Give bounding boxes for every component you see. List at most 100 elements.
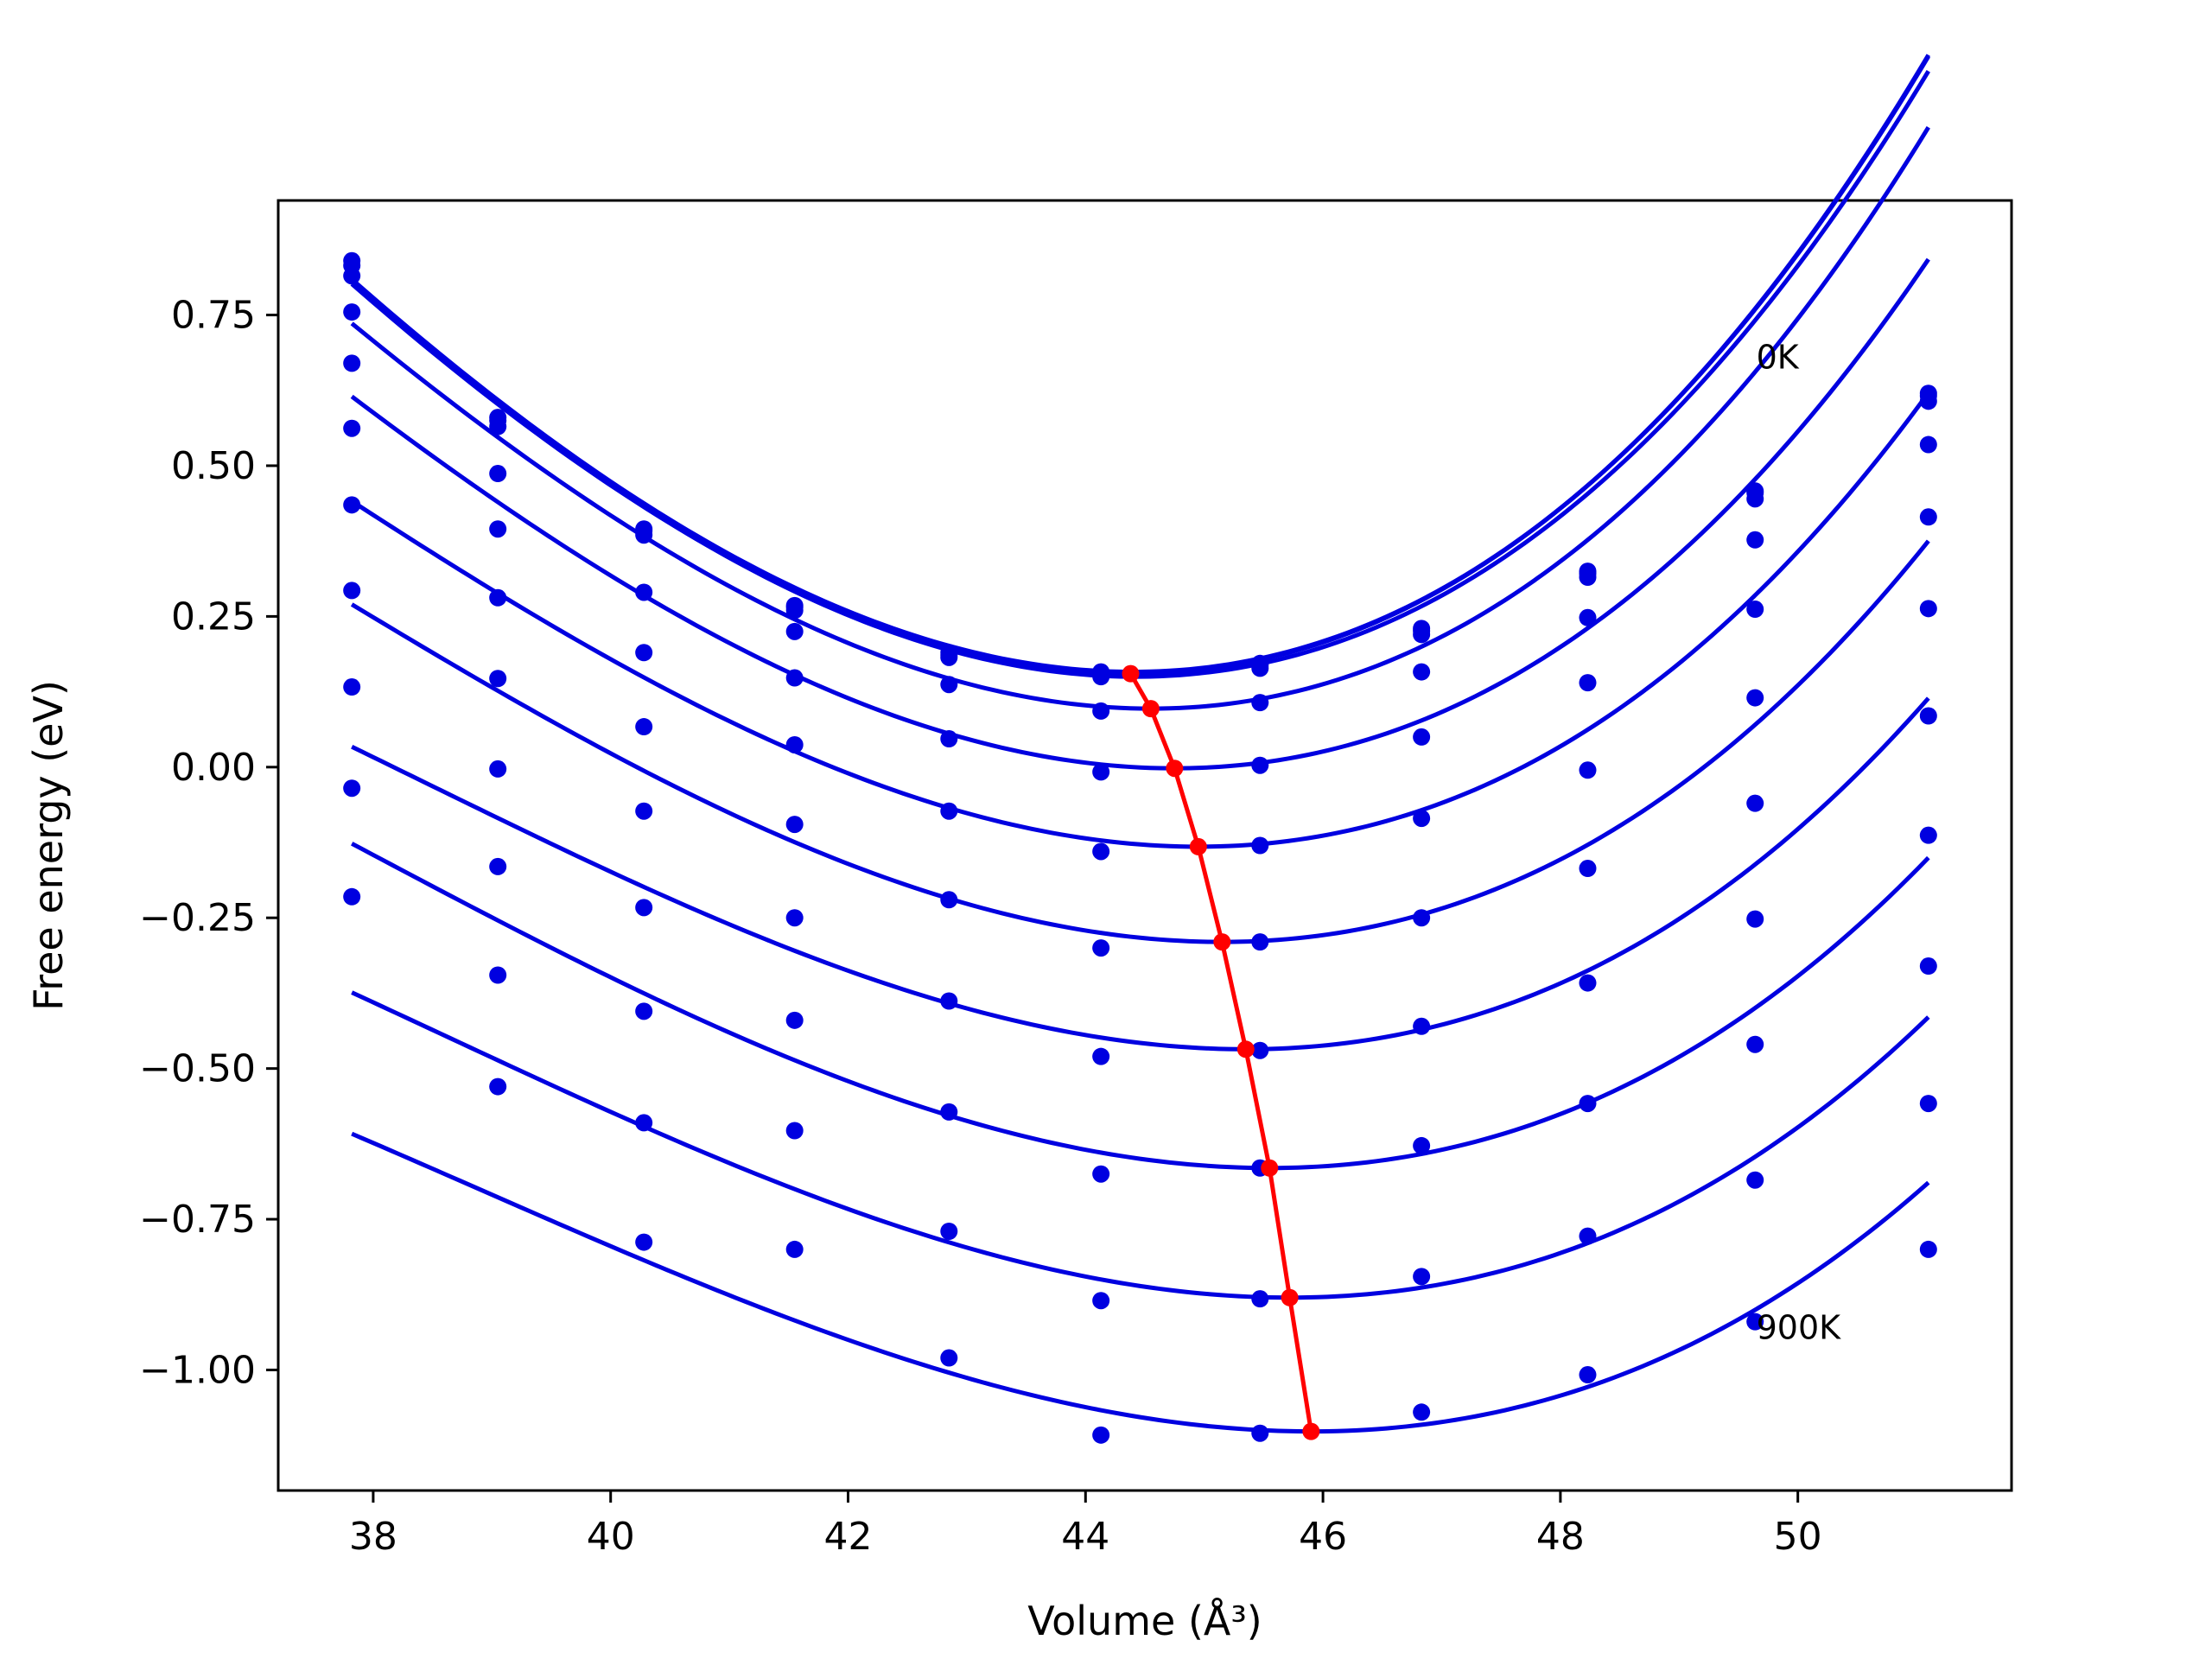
y-tick-label: 0.75 <box>171 294 256 338</box>
data-point <box>343 779 361 798</box>
y-tick-label: 0.00 <box>171 746 256 790</box>
x-tick-label: 48 <box>1536 1515 1585 1559</box>
minimum-point <box>1213 933 1231 951</box>
data-point <box>635 526 653 544</box>
data-point <box>489 857 507 875</box>
x-tick-label: 40 <box>587 1515 635 1559</box>
data-point <box>635 802 653 820</box>
temperature-annotation: 0K <box>1757 338 1800 376</box>
data-point <box>1746 1035 1764 1053</box>
x-axis-label: Volume (Å³) <box>1027 1598 1262 1644</box>
data-point <box>940 992 958 1010</box>
y-tick-label: 0.25 <box>171 594 256 639</box>
data-point <box>940 648 958 666</box>
fit-curve-8 <box>351 842 1930 1171</box>
data-point <box>1579 974 1597 992</box>
data-point <box>1413 663 1431 681</box>
data-point <box>785 622 804 640</box>
data-point <box>940 730 958 748</box>
data-point <box>1579 1227 1597 1245</box>
y-tick-label: −0.25 <box>139 896 256 940</box>
data-point <box>940 1349 958 1367</box>
data-point <box>1919 508 1937 526</box>
minimum-point <box>1166 760 1184 778</box>
data-point <box>635 1114 653 1132</box>
data-point <box>1746 910 1764 928</box>
data-point <box>1092 668 1110 686</box>
fit-curve-6 <box>350 539 1930 944</box>
minimum-point <box>1141 700 1160 718</box>
data-point <box>1251 1424 1269 1442</box>
y-tick-label: −1.00 <box>139 1348 256 1392</box>
x-tick-label: 50 <box>1774 1515 1822 1559</box>
y-tick-label: 0.50 <box>171 444 256 488</box>
data-point <box>940 802 958 820</box>
data-point <box>1413 1268 1431 1286</box>
data-point <box>489 588 507 607</box>
data-point <box>1092 1047 1110 1065</box>
data-point <box>1579 860 1597 878</box>
x-tick-label: 38 <box>349 1515 397 1559</box>
minimum-point <box>1236 1040 1255 1058</box>
data-point <box>1413 1136 1431 1154</box>
x-tick-label: 46 <box>1299 1515 1347 1559</box>
data-point <box>940 891 958 909</box>
data-point <box>1413 728 1431 746</box>
data-point <box>489 465 507 483</box>
plot-frame <box>276 199 2013 1492</box>
data-point <box>1579 569 1597 587</box>
data-point <box>489 520 507 538</box>
data-point <box>1413 1403 1431 1421</box>
fit-curve-5 <box>350 391 1930 849</box>
minimum-point <box>1189 837 1207 855</box>
data-point <box>635 644 653 662</box>
data-point <box>1919 1095 1937 1113</box>
data-point <box>635 718 653 736</box>
data-point <box>1579 1095 1597 1113</box>
y-axis-label: Free energy (eV) <box>25 680 72 1011</box>
data-point <box>1919 600 1937 618</box>
data-point <box>489 760 507 778</box>
data-point <box>1919 392 1937 410</box>
data-point <box>940 1223 958 1241</box>
data-point <box>489 670 507 688</box>
data-point <box>1919 957 1937 976</box>
data-point <box>1746 601 1764 619</box>
data-point <box>635 899 653 917</box>
data-point <box>1746 531 1764 549</box>
y-tick-label: −0.75 <box>139 1198 256 1242</box>
data-point <box>343 419 361 437</box>
fit-curve-9 <box>351 990 1930 1300</box>
data-point <box>1746 794 1764 812</box>
data-point <box>1251 694 1269 712</box>
data-point <box>489 1077 507 1096</box>
minima-layer <box>1122 664 1320 1440</box>
y-tick-label: −0.50 <box>139 1047 256 1091</box>
data-point <box>1092 763 1110 781</box>
data-point <box>1092 842 1110 861</box>
data-point <box>785 735 804 753</box>
data-point <box>785 669 804 687</box>
data-point <box>1919 1240 1937 1258</box>
fit-curve-7 <box>351 696 1930 1052</box>
data-point <box>343 303 361 321</box>
data-point <box>1251 933 1269 951</box>
x-tick-label: 44 <box>1061 1515 1109 1559</box>
data-point <box>1251 836 1269 855</box>
data-point <box>785 1240 804 1258</box>
data-point <box>1251 756 1269 774</box>
data-point <box>343 496 361 514</box>
x-tick-label: 42 <box>824 1515 873 1559</box>
minimum-point <box>1261 1159 1279 1177</box>
data-point <box>343 678 361 696</box>
data-point <box>1413 1017 1431 1035</box>
data-point <box>940 1103 958 1121</box>
minimum-point <box>1281 1288 1299 1306</box>
data-point <box>1092 939 1110 957</box>
fit-curve-10 <box>351 1131 1930 1434</box>
data-point <box>1919 826 1937 844</box>
data-point <box>785 909 804 927</box>
data-point <box>1579 674 1597 692</box>
data-point <box>635 1002 653 1020</box>
